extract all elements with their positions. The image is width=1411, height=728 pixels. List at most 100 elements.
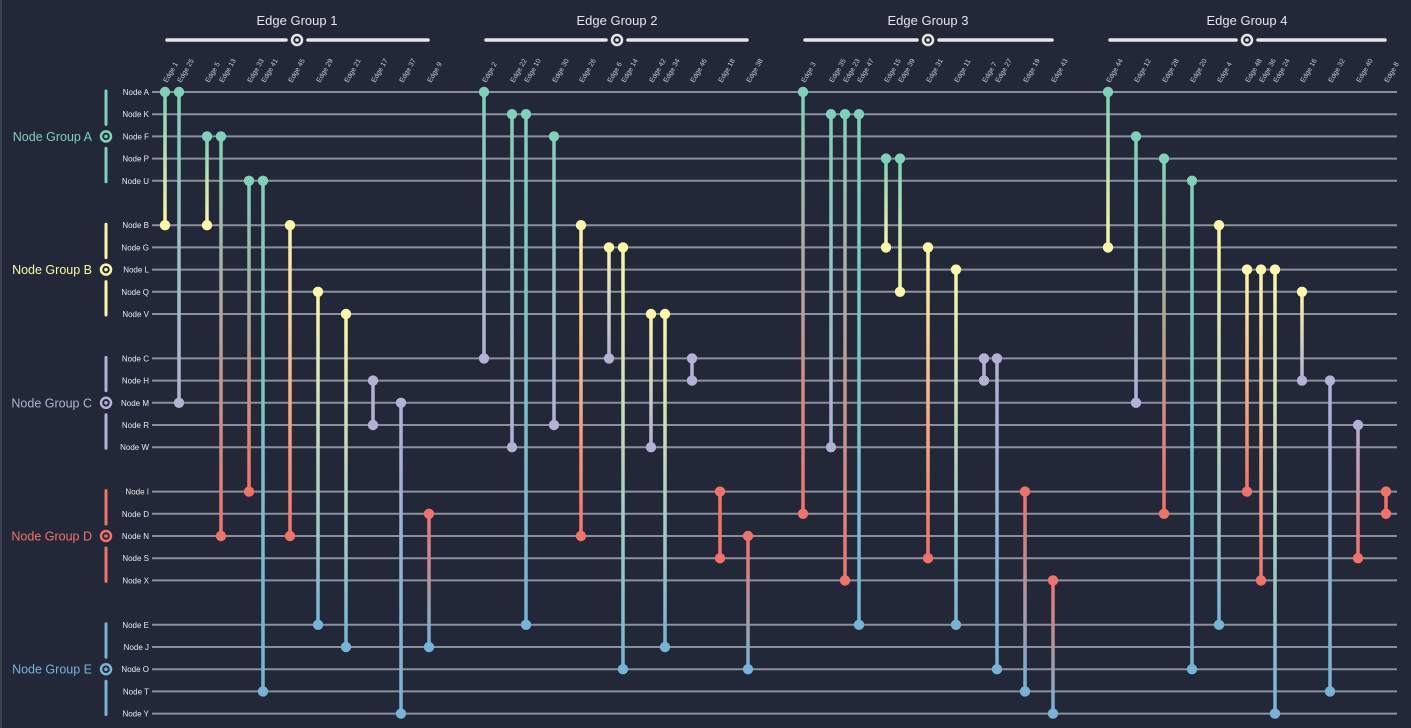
edge-edge-3[interactable] <box>797 86 809 519</box>
edge-endpoint-from[interactable] <box>548 131 560 142</box>
edge-group-4-slider[interactable] <box>1108 33 1387 47</box>
edge-endpoint-from[interactable] <box>978 353 990 364</box>
edge-endpoint-to[interactable] <box>548 419 560 431</box>
edge-endpoint-to[interactable] <box>1269 708 1281 719</box>
edge-edge-9[interactable] <box>423 508 435 653</box>
edge-endpoint-from[interactable] <box>1296 286 1308 297</box>
edge-endpoint-to[interactable] <box>215 530 227 542</box>
edge-endpoint-to[interactable] <box>1255 575 1267 586</box>
edge-endpoint-from[interactable] <box>201 131 213 142</box>
edge-endpoint-to[interactable] <box>367 419 379 431</box>
edge-endpoint-from[interactable] <box>659 308 671 320</box>
edge-edge-19[interactable] <box>1019 486 1031 697</box>
edge-edge-37[interactable] <box>395 397 407 719</box>
edge-endpoint-to[interactable] <box>1324 686 1336 697</box>
edge-endpoint-from[interactable] <box>423 508 435 519</box>
edge-endpoint-from[interactable] <box>367 375 379 386</box>
edge-edge-32[interactable] <box>1324 375 1336 697</box>
edge-endpoint-from[interactable] <box>797 86 809 98</box>
edge-endpoint-to[interactable] <box>395 708 407 719</box>
edge-edge-6[interactable] <box>603 242 615 364</box>
node-group-b-toggle[interactable] <box>99 263 113 276</box>
edge-endpoint-from[interactable] <box>1019 486 1031 497</box>
edge-endpoint-to[interactable] <box>922 553 934 564</box>
edge-endpoint-from[interactable] <box>742 530 754 542</box>
edge-endpoint-to[interactable] <box>257 686 269 697</box>
edge-edge-10[interactable] <box>520 109 532 630</box>
edge-endpoint-to[interactable] <box>520 619 532 630</box>
edge-edge-16[interactable] <box>1296 286 1308 386</box>
edge-endpoint-from[interactable] <box>284 220 296 231</box>
edge-edge-41[interactable] <box>257 175 269 697</box>
edge-edge-44[interactable] <box>1102 86 1114 253</box>
edge-endpoint-from[interactable] <box>1380 486 1392 497</box>
edge-endpoint-from[interactable] <box>243 175 255 186</box>
edge-endpoint-to[interactable] <box>1296 375 1308 386</box>
edge-endpoint-to[interactable] <box>880 242 892 253</box>
edge-endpoint-to[interactable] <box>894 286 906 297</box>
edge-endpoint-from[interactable] <box>853 109 865 120</box>
edge-edge-1[interactable] <box>159 86 171 231</box>
edge-endpoint-to[interactable] <box>978 375 990 386</box>
edge-endpoint-from[interactable] <box>603 242 615 253</box>
edge-edge-35[interactable] <box>825 109 837 453</box>
edge-endpoint-to[interactable] <box>312 619 324 630</box>
edge-edge-42[interactable] <box>645 308 657 453</box>
edge-endpoint-from[interactable] <box>839 109 851 120</box>
edge-endpoint-to[interactable] <box>742 664 754 675</box>
edge-endpoint-from[interactable] <box>1269 264 1281 275</box>
edge-endpoint-to[interactable] <box>1241 486 1253 497</box>
edge-endpoint-to[interactable] <box>839 575 851 586</box>
edge-endpoint-from[interactable] <box>1324 375 1336 386</box>
edge-group-2-slider[interactable] <box>484 33 749 47</box>
edge-endpoint-from[interactable] <box>645 308 657 320</box>
edge-edge-17[interactable] <box>367 375 379 431</box>
edge-edge-8[interactable] <box>1380 486 1392 519</box>
edge-endpoint-to[interactable] <box>686 375 698 386</box>
edge-edge-20[interactable] <box>1186 175 1198 675</box>
edge-endpoint-from[interactable] <box>1213 220 1225 231</box>
edge-group-3-slider[interactable] <box>803 33 1054 47</box>
edge-edge-40[interactable] <box>1352 419 1364 564</box>
edge-edge-15[interactable] <box>880 153 892 253</box>
edge-edge-39[interactable] <box>894 153 906 297</box>
edge-edge-18[interactable] <box>714 486 726 564</box>
edge-endpoint-to[interactable] <box>575 530 587 542</box>
edge-endpoint-from[interactable] <box>880 153 892 164</box>
edge-endpoint-from[interactable] <box>1158 153 1170 164</box>
edge-edge-45[interactable] <box>284 220 296 542</box>
edge-endpoint-to[interactable] <box>173 397 185 408</box>
edge-endpoint-to[interactable] <box>1213 619 1225 630</box>
edge-endpoint-from[interactable] <box>1241 264 1253 275</box>
edge-edge-28[interactable] <box>1158 153 1170 519</box>
edge-endpoint-from[interactable] <box>312 286 324 297</box>
edge-endpoint-from[interactable] <box>825 109 837 120</box>
edge-endpoint-from[interactable] <box>1255 264 1267 275</box>
edge-edge-34[interactable] <box>659 308 671 653</box>
edge-endpoint-to[interactable] <box>506 442 518 453</box>
edge-endpoint-to[interactable] <box>1130 397 1142 408</box>
edge-edge-33[interactable] <box>243 175 255 497</box>
edge-endpoint-to[interactable] <box>243 486 255 497</box>
edge-endpoint-from[interactable] <box>257 175 269 186</box>
edge-endpoint-to[interactable] <box>423 641 435 653</box>
edge-endpoint-to[interactable] <box>825 442 837 453</box>
edge-endpoint-from[interactable] <box>173 86 185 98</box>
edge-edge-12[interactable] <box>1130 131 1142 408</box>
edge-endpoint-to[interactable] <box>340 641 352 653</box>
edge-endpoint-from[interactable] <box>991 353 1003 364</box>
edge-endpoint-to[interactable] <box>853 619 865 630</box>
edge-endpoint-from[interactable] <box>215 131 227 142</box>
edge-endpoint-from[interactable] <box>1102 86 1114 98</box>
edge-endpoint-from[interactable] <box>340 308 352 320</box>
edge-endpoint-from[interactable] <box>395 397 407 408</box>
edge-edge-36[interactable] <box>1255 264 1267 586</box>
edge-edge-11[interactable] <box>950 264 962 630</box>
edge-endpoint-to[interactable] <box>950 619 962 630</box>
edge-edge-48[interactable] <box>1241 264 1253 497</box>
edge-endpoint-from[interactable] <box>1352 419 1364 431</box>
edge-endpoint-to[interactable] <box>659 641 671 653</box>
node-group-d-toggle[interactable] <box>99 529 113 543</box>
edge-endpoint-to[interactable] <box>991 664 1003 675</box>
edge-edge-31[interactable] <box>922 242 934 564</box>
